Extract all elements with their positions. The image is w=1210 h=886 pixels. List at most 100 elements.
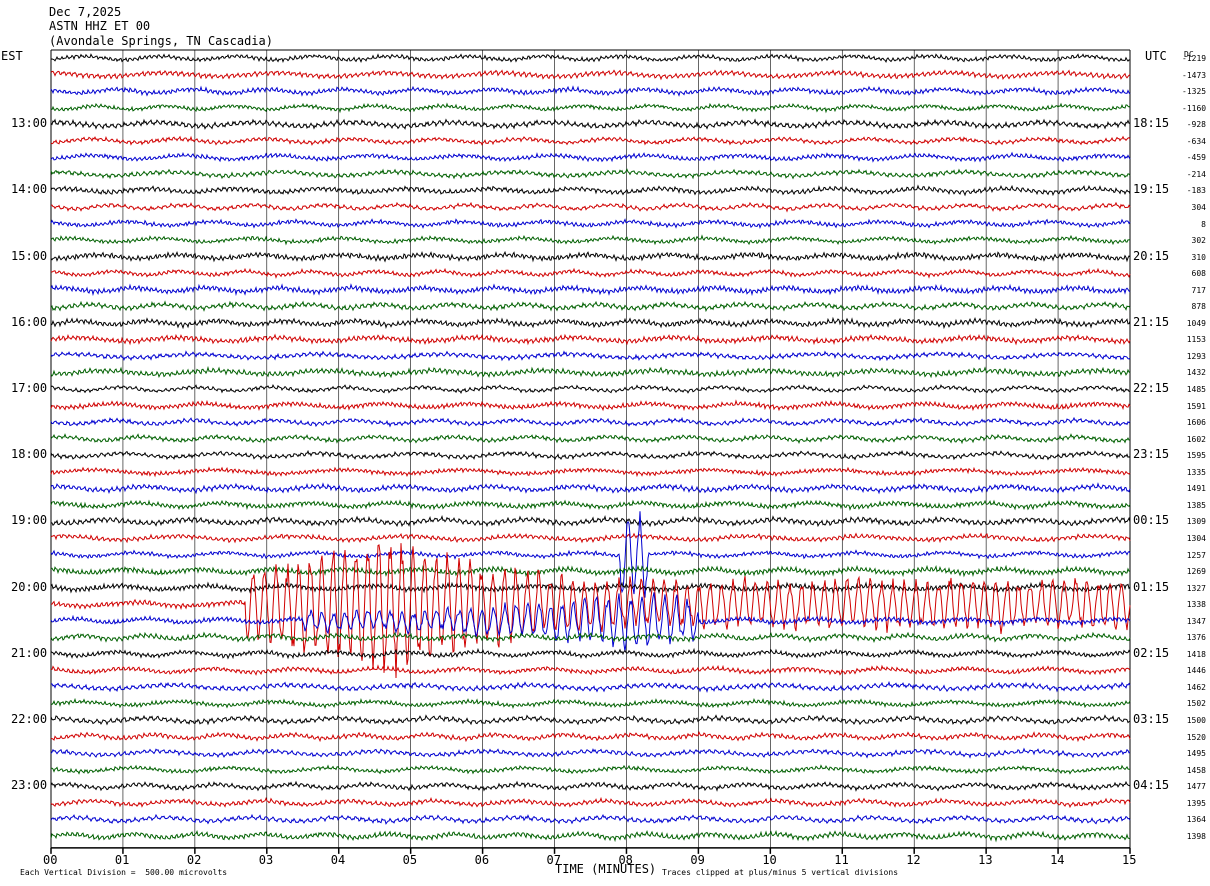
trace-line-39 xyxy=(50,697,1131,710)
x-tick-label: 10 xyxy=(762,852,777,867)
est-hour-label: 16:00 xyxy=(11,314,48,329)
dc-offset-label: 1477 xyxy=(1186,782,1206,792)
dc-offset-label: 1385 xyxy=(1186,500,1206,510)
trace-line-21 xyxy=(50,399,1131,412)
x-tick-label: 03 xyxy=(258,852,274,867)
trace-line-11 xyxy=(50,234,1131,246)
x-tick-label: 15 xyxy=(1122,852,1137,867)
dc-offset-label: 1153 xyxy=(1186,335,1206,345)
trace-line-15 xyxy=(50,300,1131,313)
est-hour-label: 21:00 xyxy=(11,645,48,660)
est-hour-label: 14:00 xyxy=(11,182,48,197)
dc-offset-label: 608 xyxy=(1191,269,1206,279)
dc-offset-label: 1502 xyxy=(1186,699,1206,709)
trace-line-34 xyxy=(50,592,1131,652)
dc-offset-label: 1309 xyxy=(1186,517,1206,527)
x-tick-label: 08 xyxy=(618,852,633,867)
utc-hour-label: 21:15 xyxy=(1133,314,1170,329)
dc-offset-label: 1418 xyxy=(1186,649,1206,659)
minute-grid xyxy=(50,49,1131,849)
trace-line-44 xyxy=(50,780,1131,792)
dc-offset-label: 1495 xyxy=(1186,749,1206,759)
trace-line-0 xyxy=(50,53,1131,64)
x-tick-label: 11 xyxy=(834,852,849,867)
dc-offset-label: -928 xyxy=(1186,120,1206,130)
trace-line-32 xyxy=(50,581,1131,595)
trace-line-12 xyxy=(50,250,1131,263)
dc-offset-label: 1462 xyxy=(1186,682,1206,692)
trace-line-13 xyxy=(50,267,1131,279)
dc-offset-label: 1485 xyxy=(1186,385,1206,394)
dc-offset-label: 1606 xyxy=(1186,418,1206,428)
trace-line-23 xyxy=(50,433,1130,445)
dc-offset-label: -1473 xyxy=(1182,70,1207,80)
header-location: (Avondale Springs, TN Cascadia) xyxy=(49,34,273,48)
trace-line-9 xyxy=(50,201,1131,213)
dc-offset-label: -459 xyxy=(1186,153,1206,163)
header-station: ASTN HHZ ET 00 xyxy=(49,19,151,33)
trace-line-6 xyxy=(50,151,1131,163)
trace-line-47 xyxy=(50,829,1131,843)
dc-offset-label: 1595 xyxy=(1186,451,1206,461)
x-tick-label: 12 xyxy=(906,852,921,867)
trace-line-22 xyxy=(50,416,1131,428)
dc-offset-label: 1269 xyxy=(1186,567,1206,577)
utc-hour-label: 03:15 xyxy=(1133,712,1170,726)
trace-line-35 xyxy=(50,631,1131,644)
dc-offset-label: 1398 xyxy=(1186,831,1206,841)
trace-line-37 xyxy=(51,664,1131,676)
trace-line-42 xyxy=(50,747,1131,759)
utc-axis-label: UTC xyxy=(1145,49,1167,63)
utc-hour-label: 04:15 xyxy=(1133,778,1170,793)
utc-hour-label: 23:15 xyxy=(1133,447,1170,462)
trace-line-26 xyxy=(50,482,1131,495)
scale-note: Each Vertical Division = 500.00 microvol… xyxy=(20,868,228,877)
x-tick-label: 04 xyxy=(330,852,346,867)
seismic-traces xyxy=(50,53,1131,843)
est-hour-label: 15:00 xyxy=(11,248,48,263)
dc-offset-label: 1335 xyxy=(1186,467,1206,477)
trace-line-29 xyxy=(50,532,1131,544)
dc-offset-label: 1602 xyxy=(1186,434,1206,444)
dc-offset-label: -214 xyxy=(1186,169,1206,179)
trace-line-28 xyxy=(50,515,1131,528)
dc-offset-label: 310 xyxy=(1191,252,1206,262)
dc-offset-label: 1376 xyxy=(1186,633,1206,643)
utc-hour-label: 20:15 xyxy=(1133,248,1170,263)
x-tick-label: 00 xyxy=(43,852,58,867)
dc-offset-label: 1446 xyxy=(1186,666,1206,676)
x-tick-label: 06 xyxy=(474,852,490,867)
x-tick-label: 14 xyxy=(1050,852,1065,867)
dc-offset-label: -183 xyxy=(1186,186,1206,196)
trace-line-30 xyxy=(50,511,1131,598)
est-hour-label: 17:00 xyxy=(11,381,48,395)
trace-line-7 xyxy=(50,168,1131,180)
trace-line-5 xyxy=(50,135,1131,146)
dc-offset-label: 304 xyxy=(1191,202,1206,212)
est-hour-label: 19:00 xyxy=(11,513,48,528)
trace-line-41 xyxy=(50,730,1131,743)
dc-offset-label: -634 xyxy=(1186,136,1206,146)
utc-hour-label: 19:15 xyxy=(1133,182,1170,197)
est-hour-label: 18:00 xyxy=(11,447,48,462)
trace-line-25 xyxy=(50,466,1131,478)
header-date: Dec 7,2025 xyxy=(49,5,122,19)
dc-offset-label: 1500 xyxy=(1186,716,1206,725)
dc-offset-label: 1304 xyxy=(1186,533,1206,543)
dc-offset-label: 717 xyxy=(1191,285,1206,295)
trace-line-19 xyxy=(50,365,1131,379)
dc-offset-label: 1520 xyxy=(1186,732,1206,742)
trace-line-14 xyxy=(50,283,1131,297)
trace-line-38 xyxy=(50,680,1131,693)
utc-hour-label: 18:15 xyxy=(1133,116,1170,131)
dc-offset-label: 1257 xyxy=(1186,550,1206,560)
dc-offset-label: 1395 xyxy=(1186,798,1206,808)
dc-label: DC xyxy=(1184,50,1194,59)
dc-offset-label: -1219 xyxy=(1182,54,1207,63)
clip-note: Traces clipped at plus/minus 5 vertical … xyxy=(662,868,899,877)
trace-line-33 xyxy=(50,543,1131,679)
utc-hour-label: 02:15 xyxy=(1133,645,1170,660)
dc-offset-label: 302 xyxy=(1191,236,1206,246)
dc-offset-label: 8 xyxy=(1201,219,1206,229)
x-tick-label: 13 xyxy=(978,852,993,867)
